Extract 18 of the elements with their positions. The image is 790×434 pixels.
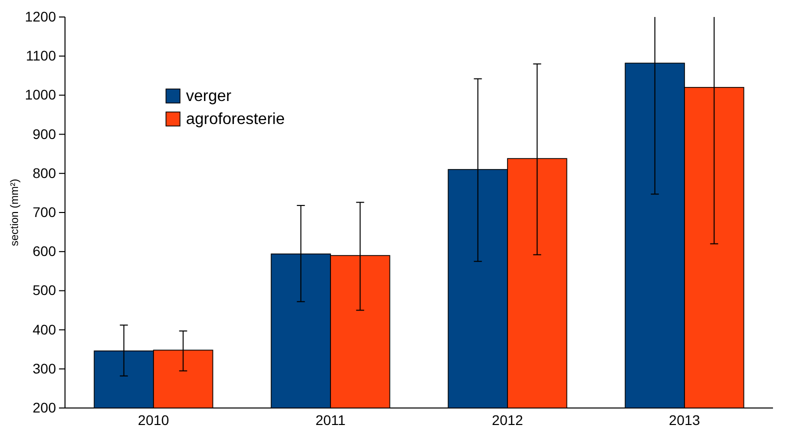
- y-tick-label: 200: [32, 399, 56, 416]
- y-tick-label: 500: [32, 282, 56, 298]
- y-axis-title: section (mm²): [9, 178, 21, 246]
- y-tick-label: 400: [32, 321, 56, 338]
- x-tick-label: 2012: [492, 412, 524, 428]
- x-tick-label: 2013: [668, 412, 700, 428]
- y-tick-label: 1200: [24, 8, 56, 24]
- y-tick-label: 800: [32, 164, 56, 181]
- x-tick-label: 2011: [315, 412, 346, 428]
- x-tick-label: 2010: [138, 412, 170, 428]
- y-tick-label: 1100: [26, 48, 56, 64]
- y-tick-label: 300: [32, 360, 56, 376]
- y-tick-label: 600: [32, 243, 56, 260]
- y-tick-label: 900: [32, 126, 56, 142]
- legend-label: agroforesterie: [186, 111, 285, 128]
- y-tick-label: 1000: [24, 86, 56, 103]
- y-tick-label: 700: [32, 204, 56, 220]
- legend-label: verger: [186, 88, 232, 105]
